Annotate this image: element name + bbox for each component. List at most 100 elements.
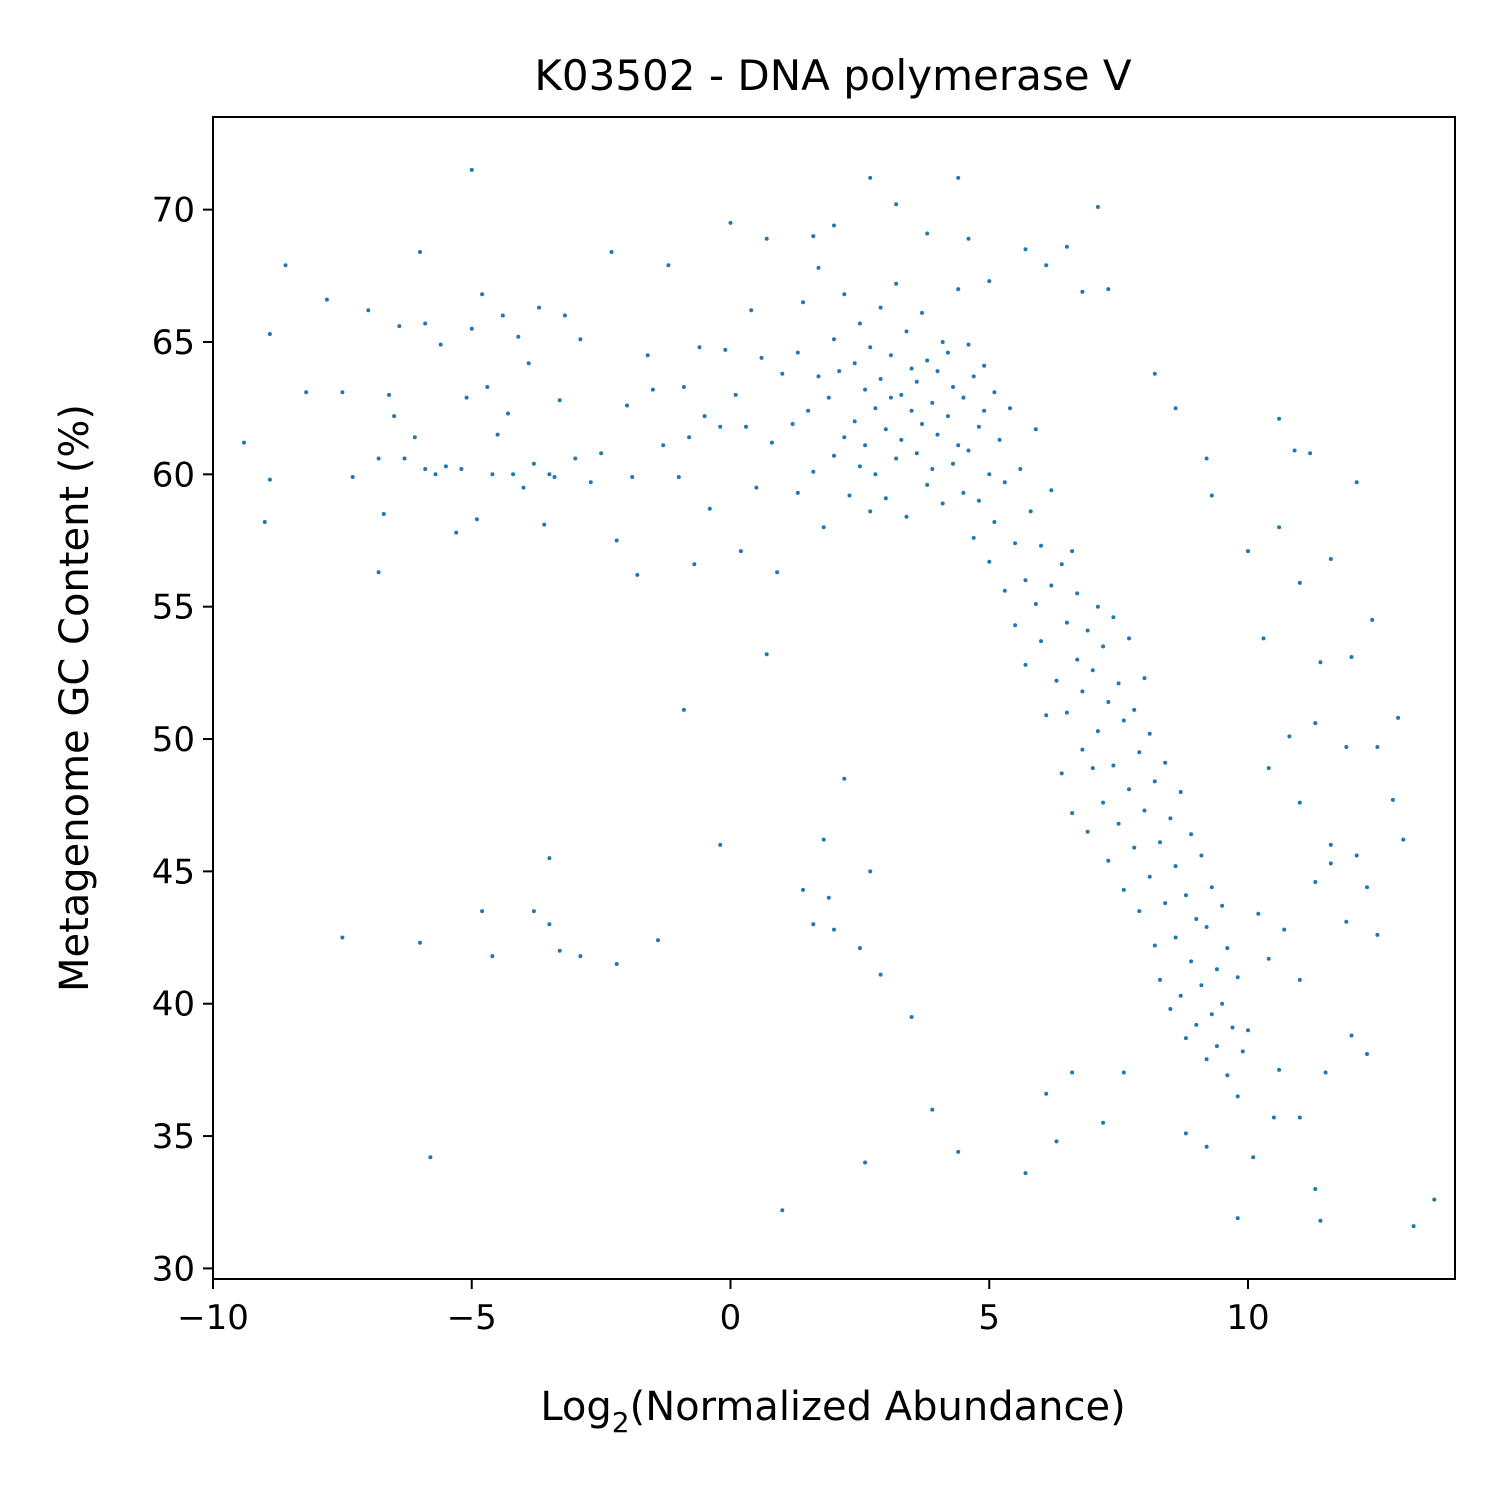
data-point: [267, 477, 272, 482]
y-tick-label: 60: [152, 455, 195, 495]
data-point: [883, 496, 888, 501]
data-point: [1152, 779, 1157, 784]
data-point: [1344, 745, 1349, 749]
data-point: [811, 469, 816, 474]
data-point: [832, 927, 836, 932]
data-point: [480, 292, 485, 297]
data-point: [418, 250, 422, 254]
data-point: [1080, 289, 1085, 294]
data-point: [1044, 263, 1049, 268]
data-point: [1085, 628, 1090, 633]
data-point: [1039, 639, 1043, 644]
data-point: [775, 570, 780, 575]
data-point: [723, 347, 728, 352]
data-point: [1132, 707, 1137, 712]
data-point: [557, 948, 562, 953]
data-point: [1235, 1094, 1240, 1099]
data-point: [1163, 760, 1168, 765]
data-point: [490, 954, 495, 959]
data-point: [816, 374, 821, 379]
data-point: [1344, 919, 1349, 924]
x-tick-label: 10: [1226, 1298, 1269, 1338]
data-point: [412, 435, 417, 440]
data-point: [909, 366, 914, 371]
data-point: [1008, 406, 1012, 411]
data-point: [811, 922, 816, 927]
data-point: [733, 392, 738, 397]
data-point: [1225, 946, 1230, 951]
y-axis-ticks: 30 35 40 45 50 55 60 65 70: [152, 191, 213, 1289]
data-point: [1013, 541, 1018, 546]
data-point: [1354, 480, 1359, 485]
data-point: [1194, 917, 1199, 921]
data-point: [438, 342, 443, 347]
data-point: [738, 549, 743, 554]
data-point: [1204, 456, 1209, 461]
data-point: [1054, 1139, 1059, 1144]
data-point: [982, 408, 987, 413]
data-point: [1070, 549, 1075, 554]
data-point: [645, 353, 650, 358]
data-point: [1313, 880, 1318, 884]
data-point: [397, 324, 402, 329]
data-point: [1127, 636, 1131, 641]
data-point: [511, 472, 516, 477]
data-point: [1349, 655, 1354, 659]
data-point: [1023, 1171, 1028, 1176]
data-point: [925, 231, 930, 236]
data-point: [1085, 829, 1090, 834]
data-point: [630, 475, 635, 479]
data-point: [1277, 525, 1282, 530]
data-point: [702, 414, 707, 419]
data-point: [578, 954, 583, 959]
data-point: [304, 390, 309, 395]
data-point: [1147, 731, 1152, 736]
y-tick-label: 40: [152, 985, 195, 1025]
data-point: [681, 385, 686, 389]
data-points: [242, 167, 1437, 1229]
data-point: [1375, 932, 1380, 937]
data-point: [650, 387, 655, 392]
data-point: [614, 962, 619, 966]
data-point: [1225, 1073, 1230, 1078]
data-point: [1002, 480, 1007, 485]
data-point: [490, 472, 495, 477]
data-point: [267, 332, 272, 336]
data-point: [832, 223, 836, 228]
data-point: [552, 475, 557, 479]
data-point: [920, 310, 924, 315]
data-point: [1158, 840, 1162, 845]
data-point: [1095, 729, 1100, 734]
data-point: [1323, 1070, 1328, 1075]
data-point: [516, 334, 521, 339]
data-point: [1090, 766, 1095, 771]
data-point: [790, 422, 795, 426]
data-point: [832, 453, 836, 458]
data-point: [1023, 247, 1028, 252]
data-point: [1251, 1155, 1256, 1160]
data-point: [904, 329, 909, 334]
data-point: [987, 279, 992, 284]
x-axis-label-pre: Log: [540, 1384, 611, 1430]
data-point: [1178, 790, 1183, 794]
data-point: [764, 652, 769, 657]
data-point: [925, 358, 930, 363]
data-point: [1173, 935, 1178, 940]
data-point: [951, 461, 955, 466]
data-point: [1189, 832, 1194, 837]
data-point: [1142, 808, 1147, 813]
data-point: [521, 485, 526, 490]
data-point: [676, 475, 681, 479]
data-point: [1080, 689, 1085, 694]
data-point: [894, 202, 899, 207]
data-point: [1297, 1115, 1302, 1120]
data-point: [340, 935, 345, 940]
data-point: [557, 398, 562, 403]
data-point: [987, 559, 992, 564]
data-point: [883, 427, 888, 432]
data-point: [262, 520, 267, 524]
data-point: [749, 308, 754, 313]
data-point: [992, 390, 997, 395]
